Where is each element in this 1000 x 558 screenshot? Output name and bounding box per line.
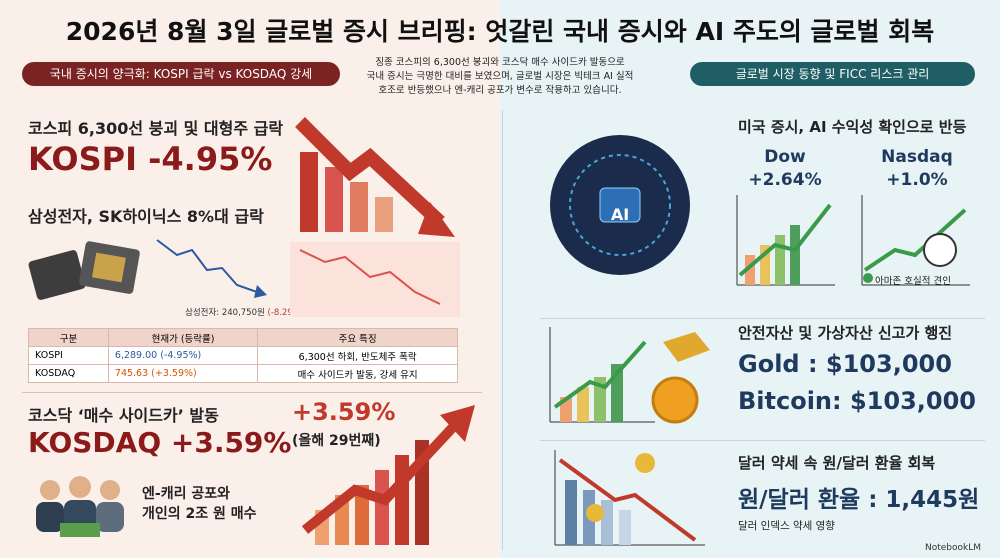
table-header: 주요 특징 <box>257 328 458 347</box>
kosdaq-headline: KOSDAQ +3.59% <box>28 426 292 459</box>
nasdaq-name: Nasdaq <box>881 147 953 167</box>
safe-heading: 안전자산 및 가상자산 신고가 행진 <box>738 324 953 342</box>
gold-price: Gold : $103,000 <box>738 350 952 378</box>
table-cell: 6,289.00 (-4.95%) <box>107 346 259 365</box>
kosdaq-chart-note: (올해 29번째) <box>292 433 381 449</box>
ai-chip-label: AI <box>610 205 630 224</box>
table-cell: 745.63 (+3.59%) <box>107 364 259 383</box>
table-cell: KOSDAQ <box>28 364 109 383</box>
ai-brain <box>550 135 690 275</box>
caption-text: 삼성전자: 240,750원 <box>185 308 265 318</box>
nasdaq-change: +1.0% <box>886 170 948 190</box>
fx-illustration <box>554 450 705 546</box>
table-cell: 매수 사이드카 발동, 강세 유지 <box>257 364 458 383</box>
kosdaq-heading: 코스닥 ‘매수 사이드카’ 발동 <box>28 406 219 425</box>
intro-line: 징종 코스피의 6,300선 붕괴와 코스닥 매수 사이드카 발동으로 <box>375 57 625 68</box>
us-note: 아마존 호실적 견인 <box>875 276 951 287</box>
table-cell: KOSPI <box>28 346 109 365</box>
table-cell: 6,300선 하회, 반도체주 폭락 <box>257 346 458 365</box>
left-banner: 국내 증시의 양극화: KOSPI 급락 vs KOSDAQ 강세 <box>22 62 340 86</box>
title: 2026년 8월 3일 글로벌 증시 브리핑: 엇갈린 국내 증시와 AI 주도… <box>65 17 935 46</box>
rise-illustration <box>301 405 475 545</box>
summary-table: 구분 현재가 (등락률) 주요 특징 KOSPI 6,289.00 (-4.95%) 6… <box>28 328 458 383</box>
kospi-headline: KOSPI -4.95% <box>28 140 273 178</box>
right-banner: 글로벌 시장 동향 및 FICC 리스크 관리 <box>690 62 975 86</box>
chart-caption: 삼성전자: 240,750원 (-8.29%) <box>185 306 304 318</box>
separator <box>22 392 482 393</box>
safe-asset-illustration <box>549 327 710 424</box>
note-line: 개인의 2조 원 매수 <box>142 506 257 522</box>
kosdaq-chart-label: +3.59% <box>292 398 396 426</box>
separator <box>540 440 985 441</box>
dow-name: Dow <box>764 147 806 167</box>
us-charts <box>736 195 970 286</box>
us-heading: 미국 증시, AI 수익성 확인으로 반등 <box>738 118 967 136</box>
footer: NotebookLM <box>925 543 982 553</box>
crash-illustration <box>290 117 460 317</box>
fx-heading: 달러 약세 속 원/달러 환율 회복 <box>738 454 936 472</box>
separator <box>540 318 985 319</box>
divider <box>502 110 503 550</box>
kospi-heading: 코스피 6,300선 붕괴 및 대형주 급락 <box>28 119 284 138</box>
dow-change: +2.64% <box>748 170 822 190</box>
intro-line: 호조로 반등했으나 엔-캐리 공포가 변수로 작용하고 있습니다. <box>378 85 622 96</box>
table-header: 현재가 (등락률) <box>107 328 259 347</box>
intro-line: 국내 증시는 극명한 대비를 보였으며, 글로벌 시장은 빅테크 AI 실적 <box>366 71 634 82</box>
fx-note: 달러 인덱스 약세 영향 <box>738 520 835 532</box>
note-line: 엔-캐리 공포와 <box>142 486 230 502</box>
kosdaq-note: 엔-캐리 공포와 개인의 2조 원 매수 <box>142 484 257 524</box>
people-illustration <box>36 476 124 537</box>
caption-change: (-8.29%) <box>267 308 305 318</box>
fx-rate: 원/달러 환율 : 1,445원 <box>738 487 980 513</box>
table-header: 구분 <box>28 328 109 347</box>
kospi-subheading: 삼성전자, SK하이닉스 8%대 급락 <box>28 207 264 226</box>
intro: 징종 코스피의 6,300선 붕괴와 코스닥 매수 사이드카 발동으로 국내 증… <box>345 56 655 98</box>
bitcoin-price: Bitcoin: $103,000 <box>738 387 976 415</box>
chip-illustration <box>28 239 267 300</box>
